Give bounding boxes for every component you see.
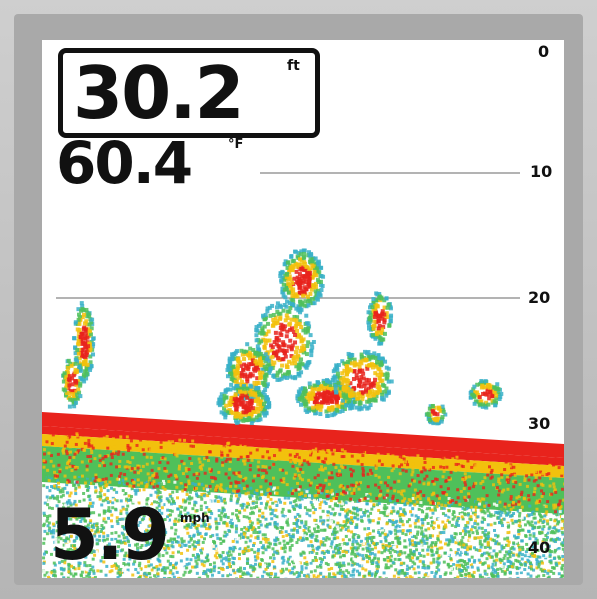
- speed-unit: mph: [180, 511, 210, 525]
- fish-arch: [366, 291, 394, 346]
- depth-scale-label-20: 20: [528, 288, 551, 307]
- fish-arch: [253, 301, 316, 382]
- depth-readout-box: 30.2 ft: [58, 48, 320, 138]
- fish-arch: [278, 248, 326, 311]
- depth-scale-label-0: 0: [538, 42, 550, 61]
- speed-value: 5.9: [50, 494, 170, 576]
- sonar-display: [42, 172, 564, 578]
- fish-arch: [216, 383, 272, 426]
- fish-arch: [424, 403, 448, 426]
- fish-arch: [72, 301, 96, 384]
- depth-scale-label-10: 10: [530, 162, 553, 181]
- depth-scale-label-40: 40: [528, 538, 551, 557]
- temperature-unit: °F: [228, 137, 244, 152]
- depth-unit: ft: [287, 58, 300, 74]
- temperature-value: 60.4: [56, 129, 193, 197]
- fish-arch: [330, 349, 394, 412]
- depth-scale-label-30: 30: [528, 414, 551, 433]
- fish-arch: [61, 357, 83, 409]
- sonar-screen: 30.2 ft 60.4 °F 5.9 mph 0 10 20 30 40: [42, 40, 564, 578]
- depth-value: 30.2: [73, 51, 245, 135]
- fish-arch: [468, 379, 504, 410]
